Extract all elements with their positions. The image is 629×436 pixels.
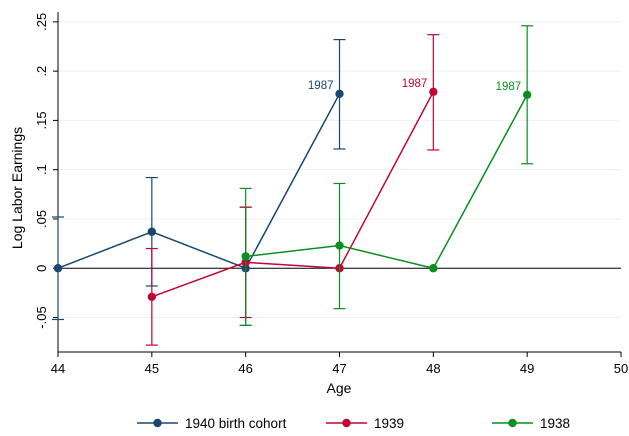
data-label: 1987: [308, 80, 334, 92]
series-2: 1987: [239, 25, 534, 326]
legend-swatch-marker: [342, 418, 351, 428]
data-point: [147, 227, 157, 236]
y-tick-label: .25: [34, 13, 49, 31]
x-tick-label: 44: [51, 361, 65, 376]
series-0: 1987: [52, 38, 346, 326]
x-tick-label: 50: [614, 361, 628, 376]
data-point: [429, 87, 438, 97]
y-tick-label: .2: [34, 66, 49, 77]
y-tick-label: .05: [34, 210, 49, 228]
legend: 1940 birth cohort 1939 1938: [137, 416, 570, 431]
legend-swatch-marker: [508, 418, 517, 428]
series-layer: 1987 1987 1987: [52, 25, 534, 346]
legend-item-1: 1939: [326, 416, 404, 431]
y-axis-title: Log Labor Earnings: [9, 127, 25, 249]
data-point: [53, 264, 63, 273]
data-point: [241, 252, 250, 261]
y-tick-label: .15: [34, 111, 49, 129]
data-label: 1987: [402, 78, 428, 90]
legend-item-2: 1938: [492, 416, 570, 431]
y-tick-label: -.05: [34, 306, 49, 328]
x-axis-title: Age: [327, 380, 352, 396]
y-tick-label: 0: [34, 265, 49, 272]
legend-label: 1938: [540, 416, 570, 431]
x-tick-label: 49: [520, 361, 534, 376]
data-label: 1987: [496, 81, 522, 93]
series-line: [245, 94, 528, 270]
legend-label: 1940 birth cohort: [185, 416, 287, 431]
data-point: [522, 90, 532, 99]
x-tick-label: 47: [332, 361, 346, 376]
axes-layer: -.05 0 .05 .1 .15 .2 .25 44 45 46 47 48 49 50: [34, 12, 628, 376]
x-tick-label: 46: [238, 361, 252, 376]
legend-label: 1939: [374, 416, 404, 431]
y-tick-label: .1: [34, 164, 49, 175]
data-point: [147, 292, 157, 302]
x-tick-label: 45: [145, 361, 159, 376]
legend-swatch-marker: [153, 418, 162, 428]
data-point: [335, 89, 344, 98]
series-line: [57, 93, 341, 270]
x-tick-label: 48: [426, 361, 440, 376]
data-point: [335, 241, 344, 250]
data-point: [429, 264, 438, 273]
legend-item-0: 1940 birth cohort: [137, 416, 287, 431]
series-1: 1987: [145, 34, 440, 346]
series-line: [151, 91, 434, 298]
